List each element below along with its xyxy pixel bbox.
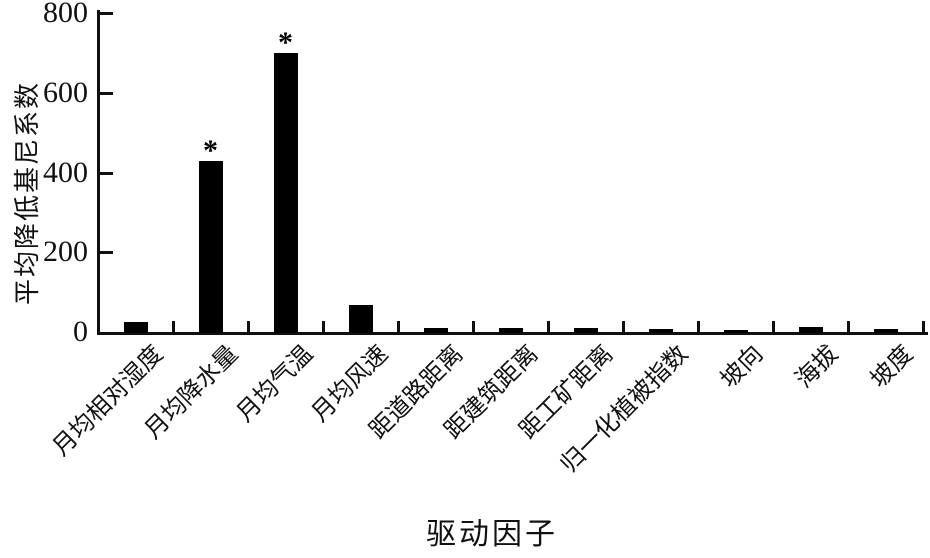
bar-海拔 bbox=[798, 327, 823, 333]
x-tick bbox=[172, 321, 175, 332]
y-axis-spine bbox=[97, 10, 100, 335]
bar-月均气温 bbox=[273, 52, 298, 333]
x-tick bbox=[772, 321, 775, 332]
x-category-label: 月均相对湿度 bbox=[47, 341, 168, 462]
significance-asterisk: * bbox=[203, 133, 218, 167]
x-tick bbox=[847, 321, 850, 332]
y-tick-label: 200 bbox=[43, 235, 88, 269]
y-tick bbox=[100, 91, 113, 95]
significance-asterisk: * bbox=[278, 25, 293, 59]
bar-月均降水量 bbox=[198, 160, 223, 333]
bar-距道路距离 bbox=[423, 328, 448, 333]
x-axis-title: 驱动因子 bbox=[426, 518, 558, 551]
y-tick bbox=[100, 12, 113, 15]
bar-距建筑距离 bbox=[498, 328, 523, 333]
x-tick bbox=[547, 321, 550, 332]
bar-月均相对湿度 bbox=[123, 322, 148, 333]
bar-归一化植被指数 bbox=[648, 329, 673, 333]
x-tick bbox=[697, 321, 700, 332]
x-category-label: 归一化植被指数 bbox=[555, 341, 693, 479]
x-tick bbox=[922, 321, 925, 332]
x-tick bbox=[247, 321, 250, 332]
bar-月均风速 bbox=[348, 304, 373, 333]
x-tick bbox=[322, 321, 325, 332]
x-category-label: 坡向 bbox=[715, 341, 768, 394]
bar-坡向 bbox=[723, 329, 748, 333]
x-tick bbox=[622, 321, 625, 332]
y-tick bbox=[100, 171, 113, 175]
y-tick-label: 0 bbox=[73, 315, 88, 348]
x-tick bbox=[397, 321, 400, 332]
x-category-label: 海拔 bbox=[790, 341, 843, 394]
bar-距工矿距离 bbox=[573, 328, 598, 333]
y-tick bbox=[100, 251, 113, 255]
x-tick bbox=[472, 321, 475, 332]
x-axis-spine bbox=[97, 332, 928, 335]
y-tick-label: 800 bbox=[43, 0, 88, 29]
bar-坡度 bbox=[873, 329, 898, 333]
x-category-label: 月均气温 bbox=[231, 341, 318, 428]
y-tick-label: 600 bbox=[43, 75, 88, 109]
y-tick-label: 400 bbox=[43, 155, 88, 189]
x-category-label: 坡度 bbox=[865, 341, 918, 394]
